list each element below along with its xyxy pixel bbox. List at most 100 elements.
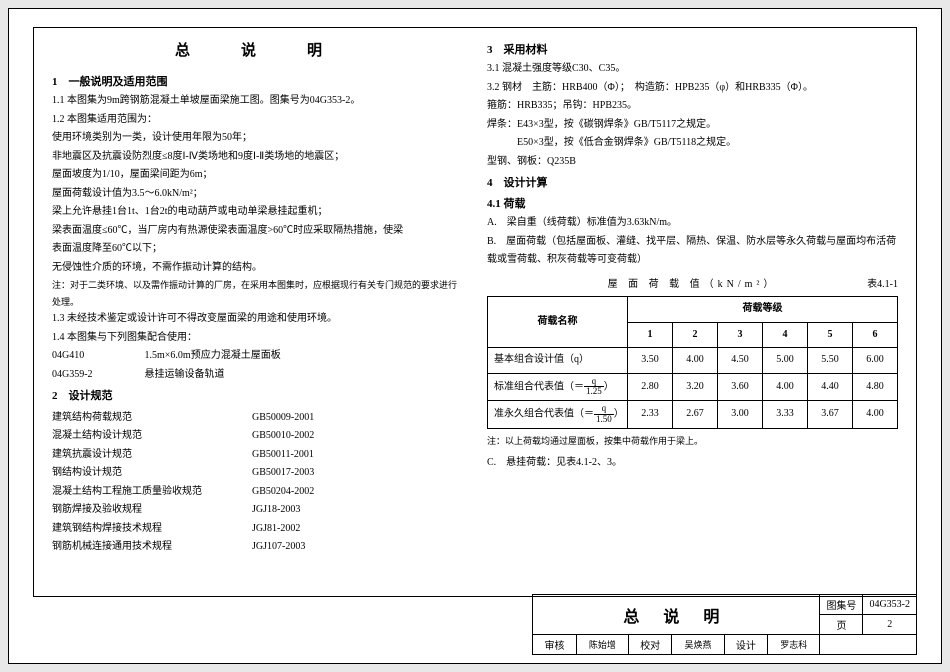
table-caption: 屋 面 荷 载 值（kN/m²） 表4.1-1 (487, 276, 898, 295)
table-caption-number: 表4.1-1 (867, 276, 898, 295)
td-value: 4.00 (673, 348, 718, 374)
para-1-4-item: 04G410 1.5m×6.0m预应力混凝土屋面板 (52, 347, 463, 366)
th-level: 1 (628, 322, 673, 348)
para-1-2: 1.2 本图集适用范围为： (52, 111, 463, 130)
ref-title: 1.5m×6.0m预应力混凝土屋面板 (145, 350, 281, 361)
spec-code: GB50204-2002 (252, 483, 314, 502)
para-1-2-line: 屋面荷载设计值为3.5～6.0kN/m²； (52, 185, 463, 204)
spec-row: 钢结构设计规范GB50017-2003 (52, 464, 463, 483)
section-4-heading: 4 设计计算 (487, 173, 898, 193)
th-level: 5 (808, 322, 853, 348)
th-level: 6 (853, 322, 898, 348)
title-block-role: 设计 (724, 635, 767, 655)
page-title: 总 说 明 (52, 38, 463, 66)
td-value: 3.33 (763, 401, 808, 429)
td-value: 3.67 (808, 401, 853, 429)
spec-name: 混凝土结构设计规范 (52, 427, 252, 446)
para-1-2-line: 无侵蚀性介质的环境，不需作振动计算的结构。 (52, 259, 463, 278)
spec-code: GB50009-2001 (252, 409, 314, 428)
title-block-name: 吴焕燕 (672, 635, 724, 655)
td-value: 4.00 (763, 373, 808, 401)
para-1-3: 1.3 未经技术鉴定或设计许可不得改变屋面梁的用途和使用环境。 (52, 310, 463, 329)
content-frame: 总 说 明 1 一般说明及适用范围 1.1 本图集为9m跨钢筋混凝土单坡屋面梁施… (33, 27, 917, 597)
table-note: 注：以上荷载均通过屋面板，按集中荷载作用于梁上。 (487, 433, 898, 450)
load-table: 荷载名称荷载等级123456基本组合设计值（q）3.504.004.505.00… (487, 296, 898, 429)
section-4-1-heading: 4.1 荷载 (487, 194, 898, 214)
para-1-2-line: 表面温度降至60℃以下； (52, 240, 463, 259)
td-value: 4.50 (718, 348, 763, 374)
para-1-2-line: 非地震区及抗震设防烈度≤8度Ⅰ-Ⅳ类场地和9度Ⅰ-Ⅱ类场地的地震区； (52, 148, 463, 167)
td-value: 4.00 (853, 401, 898, 429)
section-1-heading: 1 一般说明及适用范围 (52, 72, 463, 92)
td-value: 3.20 (673, 373, 718, 401)
para-3-2-line: 焊条：E43×3型，按《碳钢焊条》GB/T5117之规定。 (487, 116, 898, 135)
spec-row: 混凝土结构工程施工质量验收规范GB50204-2002 (52, 483, 463, 502)
spec-name: 钢结构设计规范 (52, 464, 252, 483)
th-level: 4 (763, 322, 808, 348)
spec-row: 钢筋机械连接通用技术规程JGJ107-2003 (52, 538, 463, 557)
left-column: 总 说 明 1 一般说明及适用范围 1.1 本图集为9m跨钢筋混凝土单坡屋面梁施… (52, 38, 463, 586)
document-page: 总 说 明 1 一般说明及适用范围 1.1 本图集为9m跨钢筋混凝土单坡屋面梁施… (8, 8, 942, 664)
para-4-C: C. 悬挂荷载：见表4.1-2、3。 (487, 454, 898, 473)
title-block: 总 说 明 图集号 04G353-2 页 2 审核 陈始增 校对 吴焕燕 设计 … (532, 594, 917, 655)
td-value: 2.33 (628, 401, 673, 429)
title-block-page-label: 页 (820, 615, 863, 635)
section-3-heading: 3 采用材料 (487, 40, 898, 60)
para-3-2-line: E50×3型，按《低合金钢焊条》GB/T5118之规定。 (487, 134, 898, 153)
th-col-group: 荷载等级 (628, 297, 898, 323)
para-1-4: 1.4 本图集与下列图集配合使用： (52, 329, 463, 348)
spec-code: GB50017-2003 (252, 464, 314, 483)
title-block-set-label: 图集号 (820, 595, 863, 615)
ref-title: 悬挂运输设备轨道 (145, 369, 225, 380)
title-block-role: 校对 (629, 635, 672, 655)
spec-name: 建筑钢结构焊接技术规程 (52, 520, 252, 539)
spec-row: 建筑钢结构焊接技术规程JGJ81-2002 (52, 520, 463, 539)
th-row-label: 荷载名称 (488, 297, 628, 348)
spec-name: 建筑结构荷载规范 (52, 409, 252, 428)
td-value: 3.00 (718, 401, 763, 429)
spec-name: 钢筋机械连接通用技术规程 (52, 538, 252, 557)
td-value: 6.00 (853, 348, 898, 374)
spec-code: GB50011-2001 (252, 446, 314, 465)
spec-list: 建筑结构荷载规范GB50009-2001混凝土结构设计规范GB50010-200… (52, 409, 463, 557)
spec-row: 建筑结构荷载规范GB50009-2001 (52, 409, 463, 428)
spec-row: 混凝土结构设计规范GB50010-2002 (52, 427, 463, 446)
td-row-label: 基本组合设计值（q） (488, 348, 628, 374)
para-1-2-note: 注：对于二类环境、以及需作振动计算的厂房，在采用本图集时，应根据现行有关专门规范… (52, 277, 463, 310)
spec-name: 建筑抗震设计规范 (52, 446, 252, 465)
spec-code: JGJ81-2002 (252, 520, 300, 539)
title-block-name: 罗志科 (767, 635, 819, 655)
title-block-name: 陈始增 (576, 635, 628, 655)
para-3-2: 3.2 钢材 主筋：HRB400（Φ）； 构造筋：HPB235（φ）和HRB33… (487, 79, 898, 98)
td-value: 5.00 (763, 348, 808, 374)
spec-row: 建筑抗震设计规范GB50011-2001 (52, 446, 463, 465)
para-1-1: 1.1 本图集为9m跨钢筋混凝土单坡屋面梁施工图。图集号为04G353-2。 (52, 92, 463, 111)
para-1-2-line: 使用环境类别为一类，设计使用年限为50年； (52, 129, 463, 148)
th-level: 3 (718, 322, 763, 348)
spec-row: 钢筋焊接及验收规程JGJ18-2003 (52, 501, 463, 520)
para-4-A: A. 梁自重（线荷载）标准值为3.63kN/m。 (487, 214, 898, 233)
para-1-2-line: 屋面坡度为1/10，屋面梁间距为6m； (52, 166, 463, 185)
td-value: 3.50 (628, 348, 673, 374)
td-row-label: 标准组合代表值（＝q1.25） (488, 373, 628, 401)
title-block-set-value: 04G353-2 (863, 595, 917, 615)
ref-code: 04G410 (52, 347, 142, 366)
ref-code: 04G359-2 (52, 366, 142, 385)
spec-name: 钢筋焊接及验收规程 (52, 501, 252, 520)
td-value: 3.60 (718, 373, 763, 401)
para-1-4-item: 04G359-2 悬挂运输设备轨道 (52, 366, 463, 385)
para-3-1: 3.1 混凝土强度等级C30、C35。 (487, 60, 898, 79)
td-value: 4.80 (853, 373, 898, 401)
para-4-B: B. 屋面荷载（包括屋面板、灌缝、找平层、隔热、保温、防水层等永久荷载与屋面均布… (487, 233, 898, 270)
spec-code: GB50010-2002 (252, 427, 314, 446)
para-1-2-line: 梁上允许悬挂1台1t、1台2t的电动葫芦或电动单梁悬挂起重机； (52, 203, 463, 222)
section-2-heading: 2 设计规范 (52, 386, 463, 406)
td-value: 2.80 (628, 373, 673, 401)
td-value: 4.40 (808, 373, 853, 401)
table-caption-center: 屋 面 荷 载 值（kN/m²） (608, 276, 778, 295)
td-row-label: 准永久组合代表值（＝q1.50） (488, 401, 628, 429)
para-1-2-line: 梁表面温度≤60℃，当厂房内有热源使梁表面温度>60℃时应采取隔热措施，使梁 (52, 222, 463, 241)
title-block-title: 总 说 明 (533, 595, 820, 635)
spec-code: JGJ18-2003 (252, 501, 300, 520)
title-block-role: 审核 (533, 635, 576, 655)
